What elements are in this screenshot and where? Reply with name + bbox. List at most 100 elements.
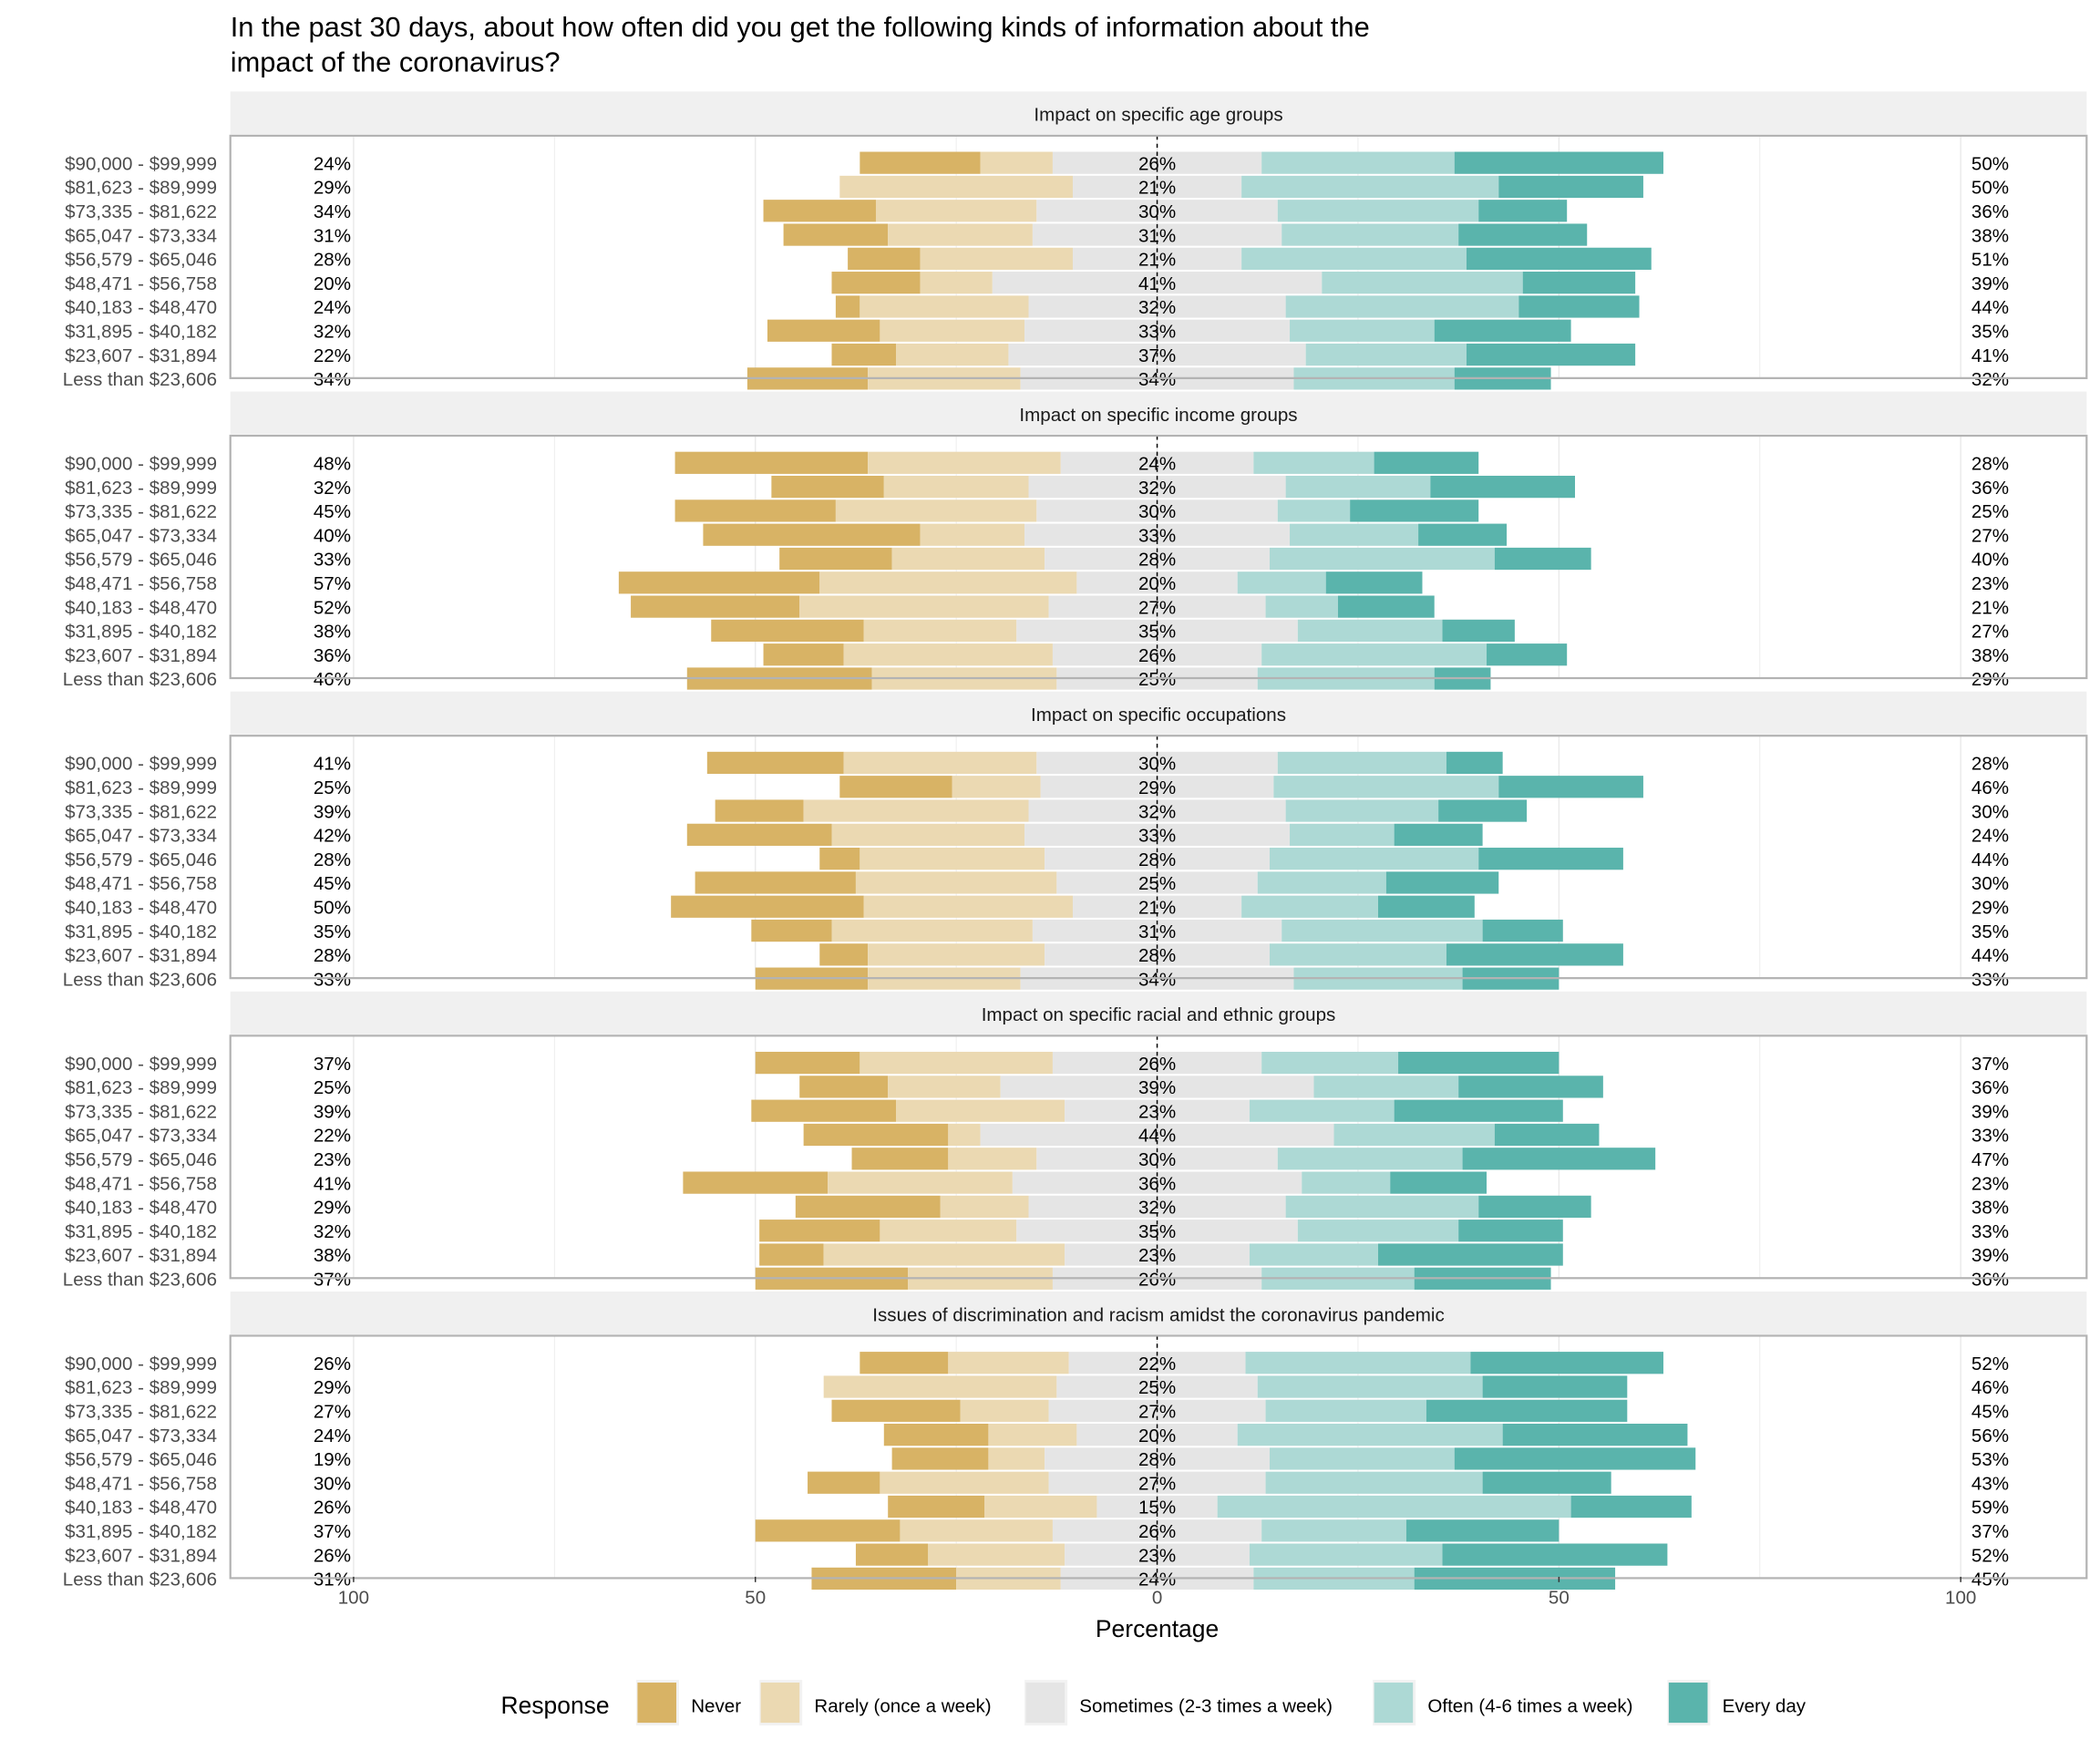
bar-segment-never — [803, 1123, 949, 1147]
row-label: $65,047 - $73,334 — [65, 826, 217, 847]
bar-row: $81,623 - $89,999 32% 32% 36% — [65, 475, 2009, 499]
bar-segment-never — [706, 751, 844, 775]
bar-segment-rarely — [863, 895, 1073, 918]
bar-segment-every — [1394, 823, 1483, 846]
bar-segment-rarely — [960, 1399, 1049, 1422]
row-label: $65,047 - $73,334 — [65, 1126, 217, 1147]
right-percent-label: 23% — [1971, 573, 2009, 594]
bar-segment-every — [1378, 895, 1475, 918]
bar-segment-every — [1394, 1099, 1563, 1122]
left-percent-label: 37% — [314, 1521, 351, 1542]
bar-row: $31,895 - $40,182 32% 35% 33% — [65, 1220, 2009, 1242]
right-percent-label: 53% — [1971, 1449, 2009, 1470]
facet-panel: Impact on specific income groups $90,000 … — [63, 391, 2088, 690]
bar-row: $23,607 - $31,894 26% 23% 52% — [65, 1543, 2009, 1566]
x-tick-label: 0 — [1152, 1587, 1162, 1608]
bar-segment-every — [1378, 1243, 1563, 1266]
right-percent-label: 45% — [1971, 1570, 2009, 1590]
center-percent-label: 22% — [1138, 1354, 1176, 1374]
bar-segment-rarely — [831, 823, 1025, 846]
bar-segment-never — [779, 547, 892, 571]
bar-segment-never — [763, 643, 844, 666]
left-percent-label: 26% — [314, 1545, 351, 1566]
bar-segment-rarely — [880, 319, 1025, 342]
bar-segment-often — [1290, 823, 1395, 846]
bar-row: $81,623 - $89,999 25% 29% 46% — [65, 776, 2009, 798]
bar-segment-often — [1290, 319, 1435, 342]
bar-segment-rarely — [860, 848, 1045, 870]
bar-segment-never — [831, 343, 897, 366]
row-label: $81,623 - $89,999 — [65, 178, 217, 199]
left-percent-label: 26% — [314, 1498, 351, 1518]
bar-segment-often — [1261, 643, 1488, 666]
left-percent-label: 36% — [314, 645, 351, 666]
right-percent-label: 51% — [1971, 250, 2009, 271]
bar-segment-never — [819, 943, 869, 966]
bar-segment-every — [1487, 643, 1568, 666]
bar-segment-often — [1261, 151, 1455, 174]
left-percent-label: 32% — [314, 1221, 351, 1242]
x-tick-label: 100 — [1945, 1587, 1976, 1608]
bar-segment-often — [1277, 1148, 1463, 1170]
facet-panel: Impact on specific occupations $90,000 - … — [63, 691, 2088, 990]
right-percent-label: 27% — [1971, 525, 2009, 546]
bar-row: $73,335 - $81,622 27% 27% 45% — [65, 1399, 2009, 1423]
bar-segment-often — [1269, 547, 1495, 571]
bar-segment-often — [1265, 595, 1338, 618]
row-label: $56,579 - $65,046 — [65, 250, 217, 271]
bar-segment-never — [695, 871, 856, 894]
bar-segment-every — [1494, 1123, 1600, 1147]
bar-segment-rarely — [948, 1148, 1037, 1170]
row-label: $48,471 - $56,758 — [65, 573, 217, 594]
bar-segment-rarely — [843, 643, 1053, 666]
left-percent-label: 24% — [314, 297, 351, 318]
right-percent-label: 24% — [1971, 826, 2009, 847]
legend-swatch — [1025, 1683, 1065, 1724]
left-percent-label: 45% — [314, 873, 351, 894]
bar-segment-rarely — [860, 295, 1029, 318]
bar-segment-often — [1297, 1220, 1459, 1242]
bar-segment-rarely — [948, 1123, 981, 1147]
bar-segment-never — [751, 1099, 897, 1122]
bar-segment-rarely — [896, 343, 1009, 366]
facet-strip — [230, 991, 2087, 1035]
bar-segment-every — [1458, 223, 1588, 246]
bar-row: $73,335 - $81,622 34% 30% 36% — [65, 200, 2009, 222]
bar-segment-often — [1241, 175, 1499, 199]
left-percent-label: 27% — [314, 1402, 351, 1423]
chart-title: In the past 30 days, about how often did… — [231, 11, 1370, 77]
bar-segment-never — [686, 823, 832, 846]
row-label: $90,000 - $99,999 — [65, 454, 217, 475]
row-label: $81,623 - $89,999 — [65, 1077, 217, 1098]
bar-segment-often — [1249, 1543, 1443, 1566]
left-percent-label: 22% — [314, 345, 351, 366]
bar-row: $31,895 - $40,182 37% 26% 37% — [65, 1519, 2009, 1542]
row-label: Less than $23,606 — [63, 669, 217, 690]
bar-segment-every — [1446, 943, 1623, 966]
bar-row: $56,579 - $65,046 28% 28% 44% — [65, 848, 2009, 870]
legend-item: Often (4-6 times a week) — [1373, 1680, 1632, 1726]
bar-segment-every — [1434, 319, 1571, 342]
left-percent-label: 28% — [314, 849, 351, 870]
left-percent-label: 37% — [314, 1270, 351, 1291]
row-label: $73,335 - $81,622 — [65, 1402, 217, 1423]
bar-row: $81,623 - $89,999 25% 39% 36% — [65, 1076, 2009, 1098]
bar-segment-every — [1438, 799, 1528, 822]
bar-segment-every — [1458, 1076, 1603, 1098]
bar-segment-rarely — [868, 451, 1061, 474]
row-label: $90,000 - $99,999 — [65, 1054, 217, 1075]
right-percent-label: 47% — [1971, 1149, 2009, 1170]
facet-strip-title: Impact on specific age groups — [1034, 105, 1282, 126]
bar-segment-never — [860, 151, 981, 174]
row-label: Less than $23,606 — [63, 1270, 217, 1291]
bar-segment-never — [795, 1195, 941, 1219]
left-percent-label: 41% — [314, 1173, 351, 1194]
facet-panel: Issues of discrimination and racism amid… — [63, 1291, 2088, 1590]
bar-segment-never — [851, 1148, 949, 1170]
row-label: $73,335 - $81,622 — [65, 801, 217, 822]
bar-segment-never — [888, 1495, 984, 1518]
right-percent-label: 36% — [1971, 1077, 2009, 1098]
right-percent-label: 30% — [1971, 873, 2009, 894]
bar-segment-never — [751, 919, 832, 942]
bar-segment-rarely — [920, 272, 993, 294]
